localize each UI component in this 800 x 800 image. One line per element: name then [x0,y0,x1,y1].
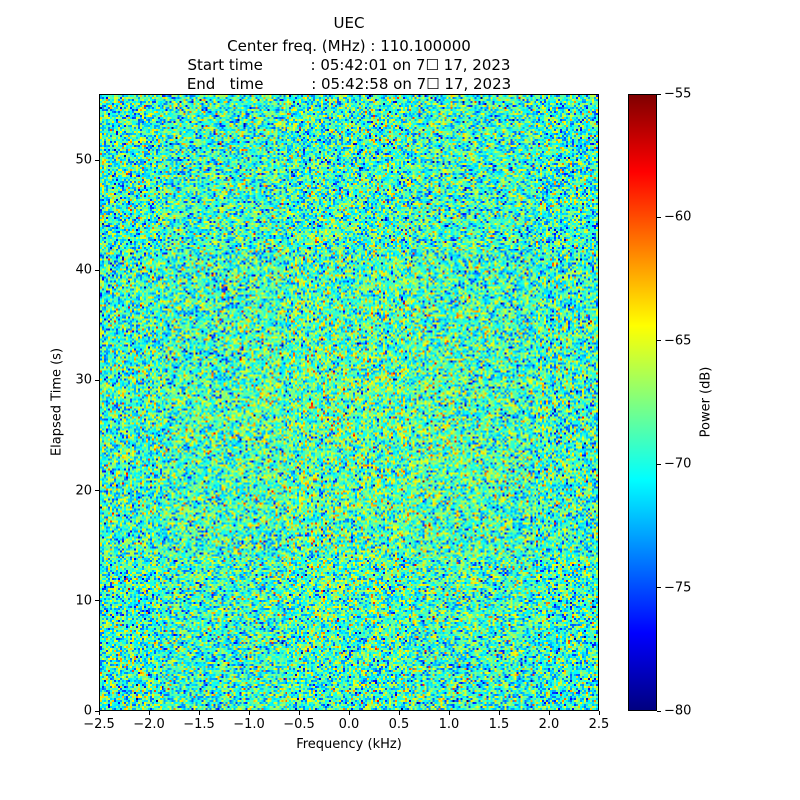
colorbar-tick-label: −65 [664,333,692,349]
colorbar-tick-label: −60 [664,209,692,225]
colorbar-tick-mark [657,463,661,465]
x-tick-label: 2.5 [588,717,610,732]
x-tick-mark [198,711,200,715]
y-tick-mark [95,269,99,271]
y-tick-mark [95,600,99,602]
y-tick-label: 30 [75,372,92,388]
x-tick-label: −2.0 [133,717,165,732]
x-tick-mark [548,711,550,715]
x-tick-mark [348,711,350,715]
colorbar-tick-mark [657,340,661,342]
x-axis-label: Frequency (kHz) [296,737,402,752]
x-tick-label: 2.0 [538,717,560,732]
spectrogram-heatmap [100,95,598,710]
y-tick-label: 20 [75,483,92,499]
x-tick-label: −2.5 [83,717,115,732]
x-tick-mark [398,711,400,715]
y-tick-label: 40 [75,262,92,278]
y-tick-label: 10 [75,593,92,609]
plot-area [99,94,599,711]
y-tick-label: 50 [75,152,92,168]
colorbar-tick-mark [657,93,661,95]
x-tick-mark [298,711,300,715]
x-tick-label: 0.0 [338,717,360,732]
chart-subtitle-line: End time : 05:42:58 on 7☐ 17, 2023 [186,75,512,93]
colorbar-tick-label: −75 [664,580,692,596]
x-tick-label: −0.5 [283,717,315,732]
y-tick-mark [95,159,99,161]
x-tick-mark [248,711,250,715]
x-tick-label: 0.5 [388,717,410,732]
chart-subtitle-line: Start time : 05:42:01 on 7☐ 17, 2023 [187,56,511,74]
x-tick-label: −1.5 [183,717,215,732]
colorbar-gradient [628,94,657,711]
x-tick-label: 1.0 [438,717,460,732]
colorbar-tick-mark [657,587,661,589]
colorbar-tick-label: −70 [664,456,692,472]
chart-subtitle-line: Center freq. (MHz) : 110.100000 [227,37,471,55]
colorbar-tick-label: −80 [664,703,692,719]
x-tick-mark [448,711,450,715]
x-tick-label: 1.5 [488,717,510,732]
x-tick-label: −1.0 [233,717,265,732]
y-tick-mark [95,710,99,712]
chart-title: UEC [333,14,365,32]
colorbar-label: Power (dB) [698,366,714,438]
x-tick-mark [98,711,100,715]
colorbar-tick-label: −55 [664,86,692,102]
colorbar-tick-mark [657,216,661,218]
y-tick-mark [95,490,99,492]
y-tick-label: 0 [83,703,92,719]
chart-subtitles: Center freq. (MHz) : 110.100000 Start tim… [99,37,599,94]
y-tick-mark [95,379,99,381]
x-tick-mark [498,711,500,715]
y-axis-label: Elapsed Time (s) [49,347,65,457]
colorbar-tick-mark [657,710,661,712]
x-tick-mark [148,711,150,715]
x-tick-mark [598,711,600,715]
